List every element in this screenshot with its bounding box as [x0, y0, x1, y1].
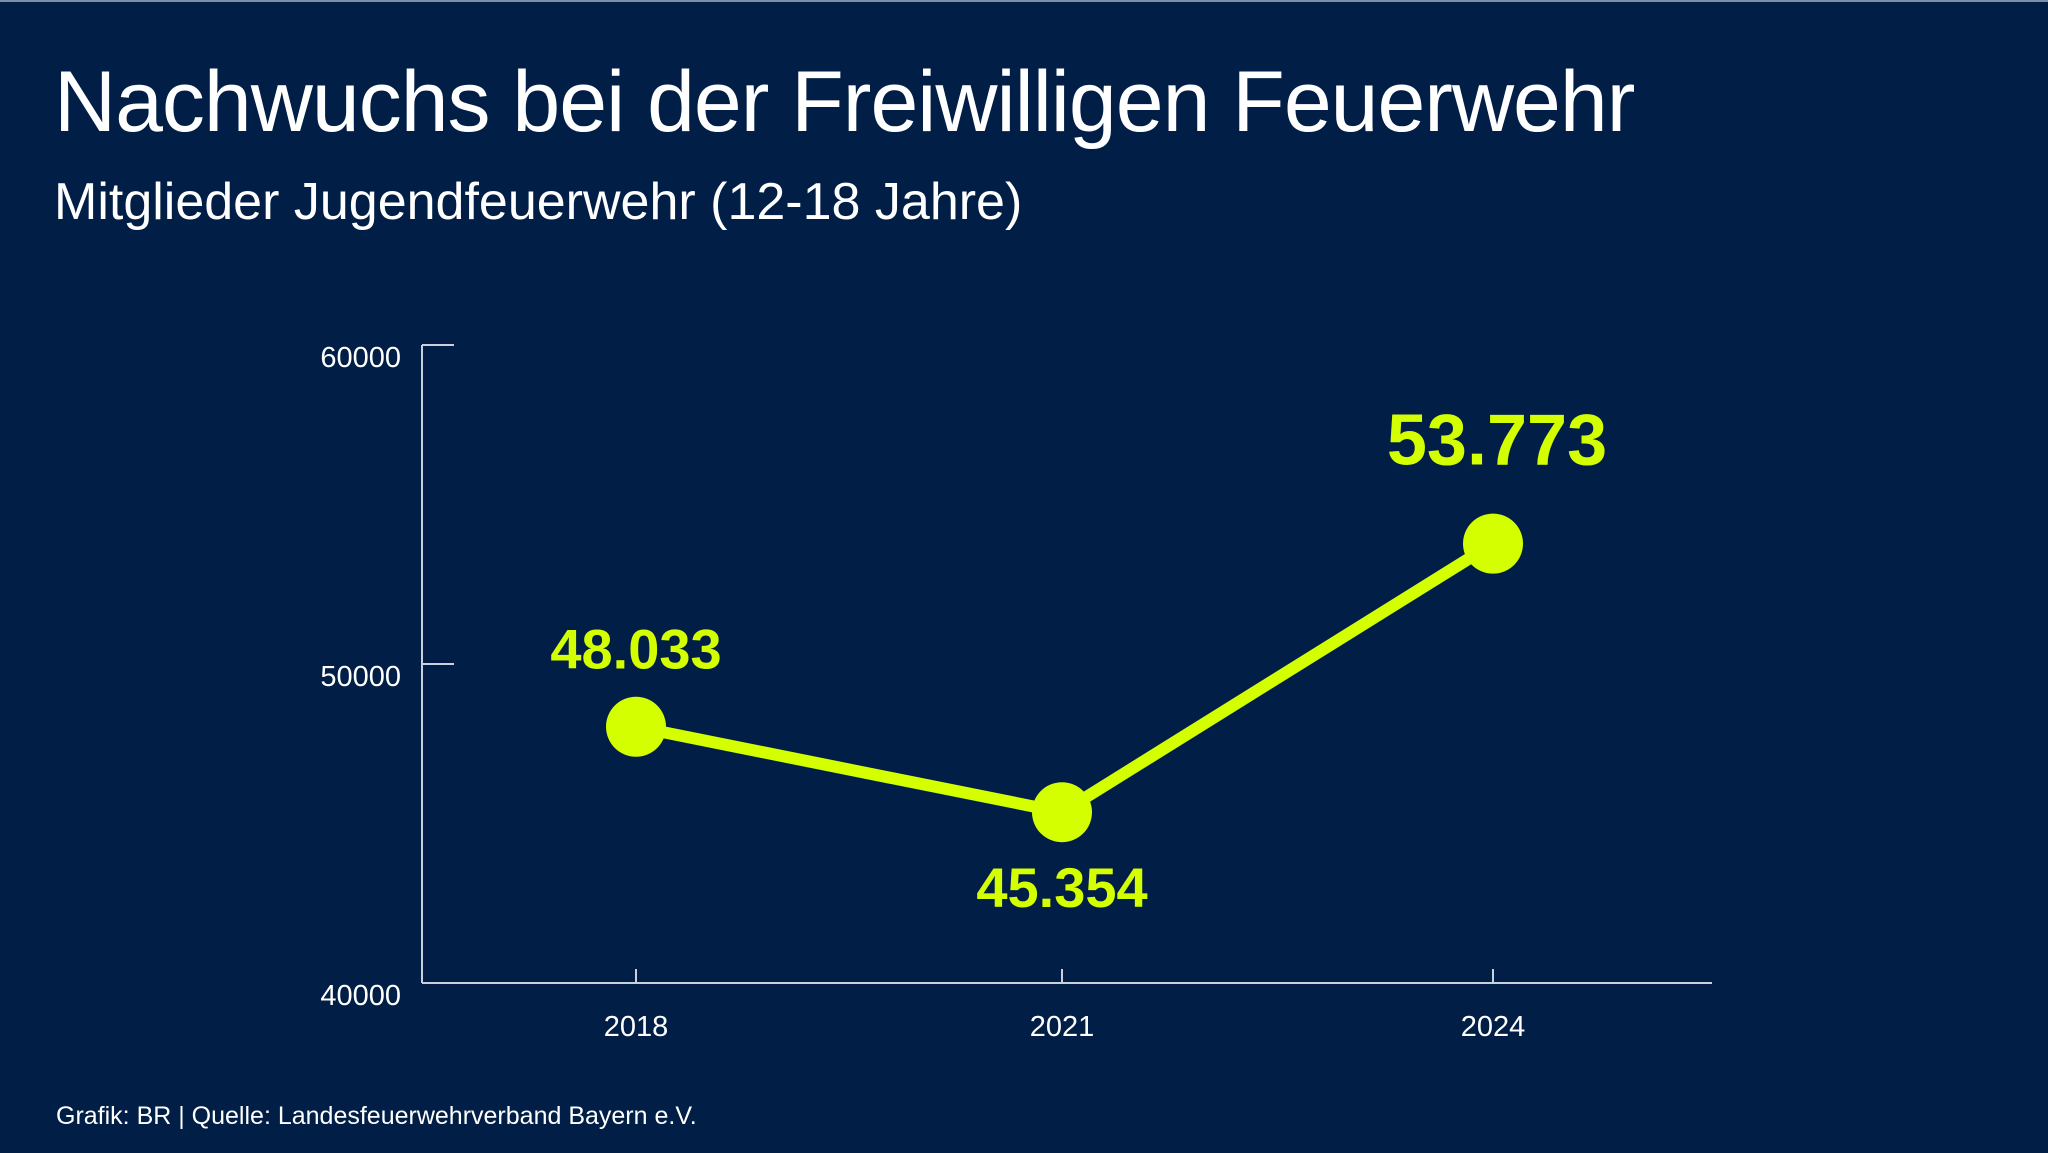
series-line	[634, 538, 1497, 819]
data-point	[606, 696, 666, 757]
x-tick-label: 2024	[1461, 1011, 1526, 1043]
data-point	[1032, 782, 1092, 843]
data-point	[1463, 513, 1523, 574]
y-tick-label: 60000	[320, 342, 401, 374]
top-border	[0, 0, 2048, 2]
source-footer: Grafik: BR | Quelle: Landesfeuerwehrverb…	[56, 1102, 697, 1130]
data-label: 45.354	[976, 856, 1147, 919]
y-tick-label: 40000	[320, 980, 401, 1012]
data-label: 48.033	[550, 618, 721, 681]
data-label: 53.773	[1387, 401, 1607, 481]
chart-title: Nachwuchs bei der Freiwilligen Feuerwehr	[54, 54, 1635, 150]
y-tick-label: 50000	[320, 661, 401, 693]
x-tick-label: 2018	[604, 1011, 669, 1043]
chart-subtitle: Mitglieder Jugendfeuerwehr (12-18 Jahre)	[54, 173, 1023, 231]
x-tick-label: 2021	[1030, 1011, 1095, 1043]
